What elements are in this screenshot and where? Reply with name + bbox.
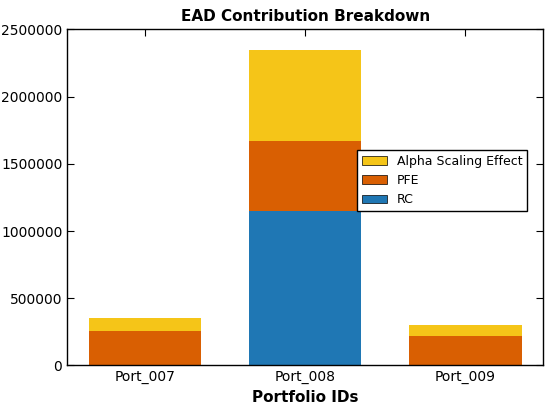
Bar (89, 318, 201, 331)
Bar (249, 141, 361, 211)
Bar (89, 331, 201, 365)
Legend: Alpha Scaling Effect, PFE, RC: Alpha Scaling Effect, PFE, RC (357, 150, 528, 211)
Bar (249, 50, 361, 141)
Bar (249, 211, 361, 365)
X-axis label: Portfolio IDs: Portfolio IDs (252, 390, 358, 405)
Title: EAD Contribution Breakdown: EAD Contribution Breakdown (180, 9, 430, 24)
Bar (409, 336, 521, 365)
Bar (409, 325, 521, 336)
